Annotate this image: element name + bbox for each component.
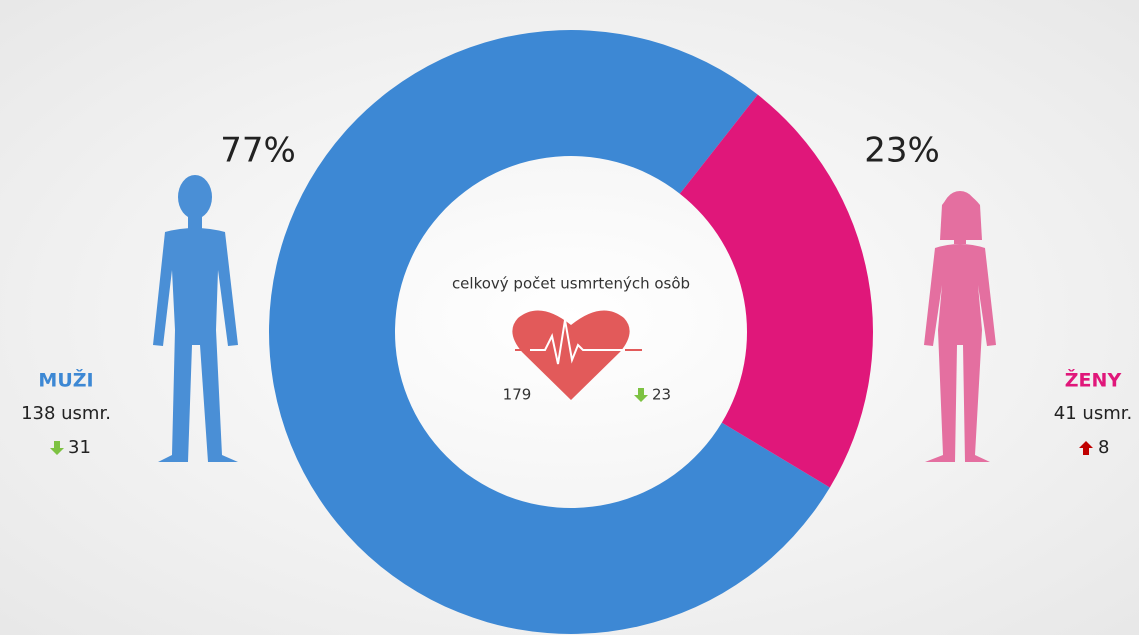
male-figure	[153, 175, 238, 462]
trend-arrow	[50, 441, 64, 455]
donut-slice	[269, 29, 830, 634]
share-label: 77%	[220, 131, 296, 171]
group-change: 31	[68, 437, 91, 458]
total-label: celkový počet usmrtených osôb	[452, 275, 690, 293]
group-count: 138 usmr.	[21, 403, 111, 424]
trend-arrow	[1079, 441, 1093, 455]
heart-icon	[512, 310, 642, 400]
donut-slice	[679, 94, 874, 488]
group-count: 41 usmr.	[1054, 403, 1132, 424]
trend-arrow	[634, 388, 648, 402]
group-name: ŽENY	[1065, 369, 1122, 392]
group-change: 8	[1098, 437, 1109, 458]
donut	[269, 29, 874, 634]
share-label: 23%	[864, 131, 940, 171]
total-change: 23	[652, 386, 671, 404]
female-figure	[924, 191, 996, 462]
total-value: 179	[503, 386, 532, 404]
group-name: MUŽI	[38, 369, 93, 392]
